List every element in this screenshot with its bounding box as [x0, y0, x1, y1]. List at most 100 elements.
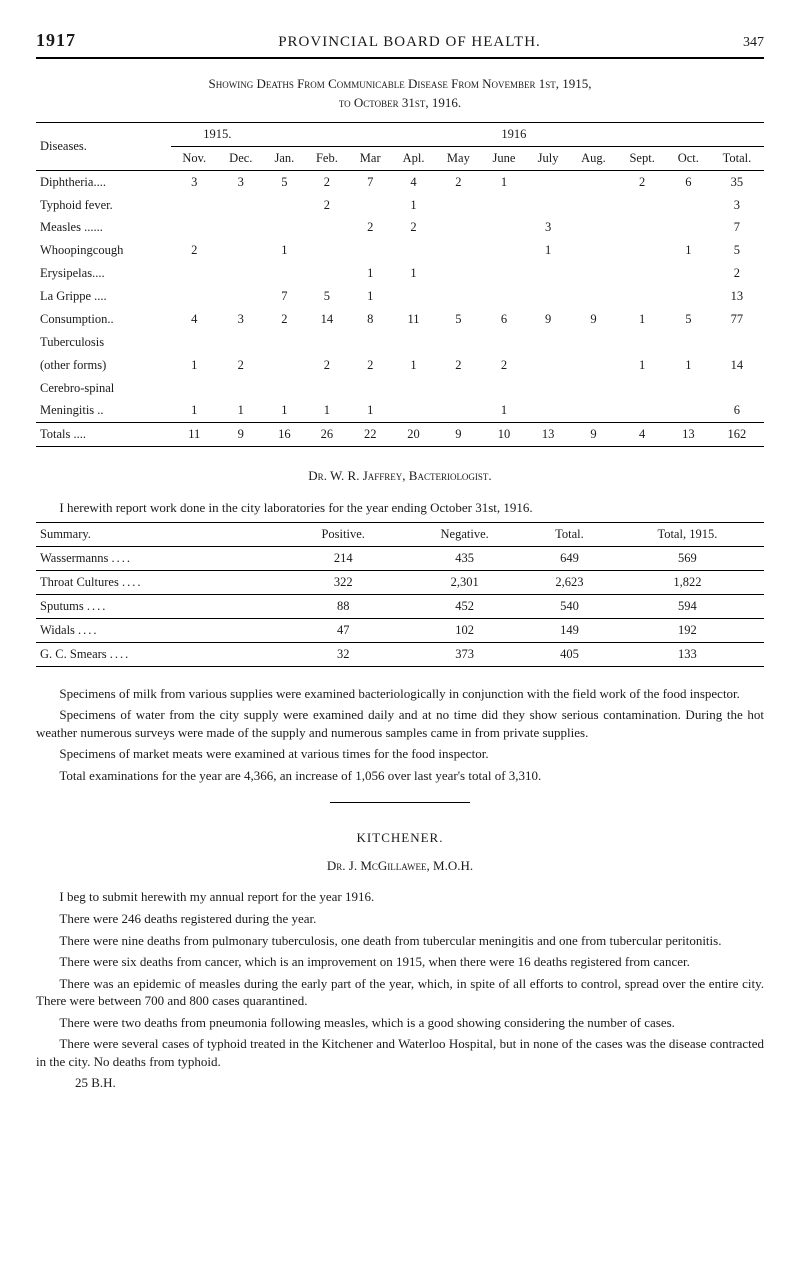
cell [481, 262, 527, 285]
table-row: Erysipelas....112 [36, 262, 764, 285]
summary-name: Throat Cultures [36, 571, 285, 595]
cell [305, 377, 349, 400]
cell [667, 399, 710, 422]
totals-label: Totals .... [36, 423, 171, 447]
cell: 20 [391, 423, 435, 447]
deaths-table: Diseases. 1915. 1916 Nov. Dec. Jan. Feb.… [36, 122, 764, 447]
cell: 4 [618, 423, 667, 447]
cell: 22 [349, 423, 392, 447]
cell: 1 [264, 399, 305, 422]
k-p5: There was an epidemic of measles during … [36, 975, 764, 1010]
cell [349, 194, 392, 217]
cell: 2 [391, 216, 435, 239]
para-milk: Specimens of milk from various supplies … [36, 685, 764, 703]
bacteriologist-byline: Dr. W. R. Jaffrey, Bacteriologist. [36, 467, 764, 485]
cell: 133 [611, 642, 764, 666]
cell: 7 [710, 216, 764, 239]
cell: 5 [264, 170, 305, 193]
k-p4: There were six deaths from cancer, which… [36, 953, 764, 971]
cell: 1,822 [611, 571, 764, 595]
cell: 2 [349, 216, 392, 239]
summary-name: G. C. Smears [36, 642, 285, 666]
cell: 2 [436, 170, 482, 193]
cell [618, 262, 667, 285]
kitchener-doctor: Dr. J. McGillawee, M.O.H. [36, 857, 764, 875]
cell [569, 285, 617, 308]
cell [569, 239, 617, 262]
cell [171, 331, 218, 354]
cell: 2 [436, 354, 482, 377]
cell [569, 216, 617, 239]
cell: 13 [667, 423, 710, 447]
page-number: 347 [743, 34, 764, 53]
cell [481, 331, 527, 354]
cell [305, 216, 349, 239]
cell: 452 [401, 594, 528, 618]
cell [218, 216, 264, 239]
cell: 11 [391, 308, 435, 331]
k-p7: There were several cases of typhoid trea… [36, 1035, 764, 1070]
cell [667, 194, 710, 217]
cell [264, 262, 305, 285]
cell: 1 [218, 399, 264, 422]
cell [218, 239, 264, 262]
cell [349, 331, 392, 354]
cell [618, 194, 667, 217]
cell [305, 239, 349, 262]
col-dec: Dec. [218, 146, 264, 170]
cell: 14 [710, 354, 764, 377]
cell: 2 [305, 194, 349, 217]
table1-subtitle: to October 31st, 1916. [36, 94, 764, 112]
cell: 1 [481, 170, 527, 193]
cell [481, 377, 527, 400]
cell: 13 [710, 285, 764, 308]
cell [569, 354, 617, 377]
disease-name: Tuberculosis [36, 331, 171, 354]
cell: 9 [527, 308, 570, 331]
cell: 9 [436, 423, 482, 447]
cell: 6 [481, 308, 527, 331]
cell: 594 [611, 594, 764, 618]
cell: 88 [285, 594, 401, 618]
cell: 5 [667, 308, 710, 331]
cell: 322 [285, 571, 401, 595]
cell: 26 [305, 423, 349, 447]
cell: 435 [401, 547, 528, 571]
year: 1917 [36, 28, 76, 52]
running-title: PROVINCIAL BOARD OF HEALTH. [76, 32, 743, 52]
k-p3: There were nine deaths from pulmonary tu… [36, 932, 764, 950]
cell [264, 377, 305, 400]
cell: 569 [611, 547, 764, 571]
cell [436, 216, 482, 239]
col-july: July [527, 146, 570, 170]
col-may: May [436, 146, 482, 170]
cell [618, 399, 667, 422]
cell: 14 [305, 308, 349, 331]
cell [171, 377, 218, 400]
cell [527, 262, 570, 285]
cell [391, 239, 435, 262]
cell [264, 331, 305, 354]
col-sept: Sept. [618, 146, 667, 170]
cell: 47 [285, 618, 401, 642]
disease-name: Cerebro-spinal [36, 377, 171, 400]
disease-name: Erysipelas.... [36, 262, 171, 285]
cell [667, 331, 710, 354]
cell [391, 377, 435, 400]
table-row: Consumption..4321481156991577 [36, 308, 764, 331]
cell [436, 262, 482, 285]
col-negative: Negative. [401, 523, 528, 547]
cell: 3 [527, 216, 570, 239]
table-row: (other forms)12221221114 [36, 354, 764, 377]
table-row: G. C. Smears 32373405133 [36, 642, 764, 666]
k-sig: 25 B.H. [36, 1074, 764, 1092]
cell: 32 [285, 642, 401, 666]
cell: 5 [305, 285, 349, 308]
cell: 6 [710, 399, 764, 422]
cell: 1 [171, 354, 218, 377]
cell [436, 239, 482, 262]
totals-row: Totals ....11916262220910139413162 [36, 423, 764, 447]
col-total: Total. [528, 523, 611, 547]
cell [667, 285, 710, 308]
cell: 9 [569, 423, 617, 447]
